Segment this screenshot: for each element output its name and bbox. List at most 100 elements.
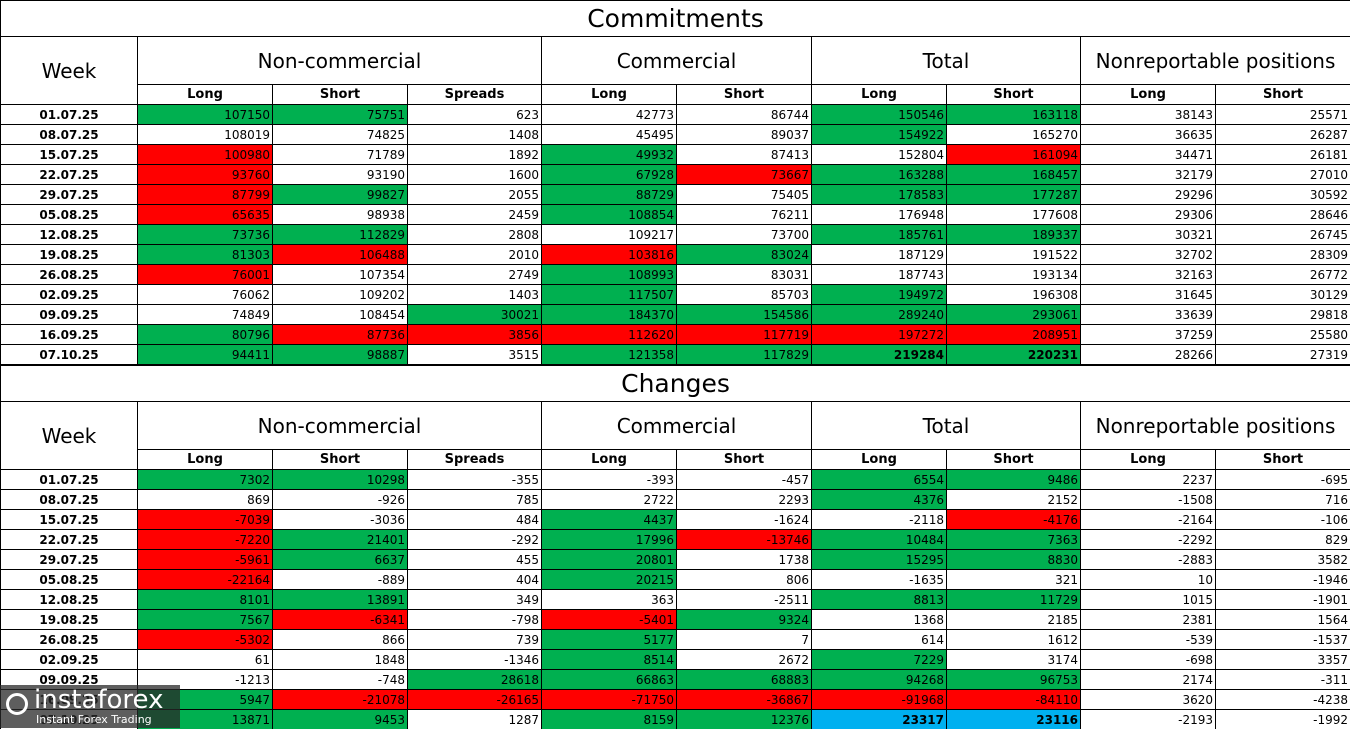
week-cell: 08.07.25: [0, 124, 138, 145]
value-cell: 8830: [946, 549, 1081, 570]
data-row: 15.07.25 100980 71789 1892 49932 87413 152804 1…: [0, 144, 1350, 165]
value-cell: 197272: [811, 324, 947, 345]
week-cell: 01.07.25: [0, 469, 138, 490]
value-cell: 83031: [676, 264, 812, 285]
data-row: 19.08.25 7567 -6341 -798 -5401 9324 1368 2185 23…: [0, 609, 1350, 630]
value-cell: 94268: [811, 669, 947, 690]
value-cell: 2381: [1080, 609, 1216, 630]
data-row: 19.08.25 81303 106488 2010 103816 83024 187129…: [0, 244, 1350, 265]
column-header: Spreads: [407, 449, 542, 470]
column-header: Long: [541, 84, 677, 105]
week-cell: 01.07.25: [0, 104, 138, 125]
column-header: Short: [1215, 449, 1350, 470]
value-cell: 194972: [811, 284, 947, 305]
value-cell: 87799: [137, 184, 273, 205]
value-cell: 37259: [1080, 324, 1216, 345]
value-cell: -457: [676, 469, 812, 490]
week-cell: 19.08.25: [0, 244, 138, 265]
value-cell: -311: [1215, 669, 1350, 690]
value-cell: 25580: [1214, 324, 1350, 345]
value-cell: 26181: [1214, 144, 1350, 165]
value-cell: 66863: [541, 669, 677, 690]
value-cell: 21401: [272, 529, 408, 550]
value-cell: 154922: [811, 124, 947, 145]
value-cell: 27319: [1214, 344, 1350, 365]
title-row: Commitments: [0, 0, 1350, 37]
value-cell: 75751: [272, 104, 408, 125]
value-cell: 12376: [676, 709, 812, 729]
data-row: 02.09.25 61 1848 -1346 8514 2672 7229 3174 -698 3…: [0, 649, 1350, 670]
value-cell: 17996: [541, 529, 677, 550]
value-cell: 5177: [541, 629, 677, 650]
data-row: 02.09.25 76062 109202 1403 117507 85703 194972…: [0, 284, 1350, 305]
value-cell: 87413: [676, 144, 812, 165]
value-cell: 9453: [272, 709, 408, 729]
value-cell: -5302: [137, 629, 273, 650]
value-cell: 184370: [541, 304, 677, 325]
week-cell: 22.07.25: [0, 529, 138, 550]
value-cell: 1892: [407, 144, 542, 165]
value-cell: 27010: [1214, 164, 1350, 185]
table-body: Changes Week Non-commercial Commercial Total…: [0, 365, 1350, 729]
value-cell: 191522: [946, 244, 1081, 265]
data-row: 22.07.25 93760 93190 1600 67928 73667 163288 16…: [0, 164, 1350, 185]
data-row: 12.08.25 8101 13891 349 363 -2511 8813 11729 101…: [0, 589, 1350, 610]
column-header: Long: [541, 449, 677, 470]
week-cell: 09.09.25: [0, 304, 138, 325]
value-cell: 293061: [946, 304, 1081, 325]
value-cell: 8813: [811, 589, 947, 610]
value-cell: 349: [407, 589, 542, 610]
value-cell: 3515: [407, 344, 542, 365]
data-row: 12.08.25 73736 112829 2808 109217 73700 185761…: [0, 224, 1350, 245]
value-cell: 80796: [137, 324, 273, 345]
value-cell: 73736: [137, 224, 273, 245]
week-cell: 05.08.25: [0, 569, 138, 590]
value-cell: 98938: [272, 204, 408, 225]
value-cell: 2672: [676, 649, 812, 670]
value-cell: -2292: [1080, 529, 1216, 550]
value-cell: 178583: [811, 184, 947, 205]
value-cell: 75405: [676, 184, 812, 205]
value-cell: 163118: [946, 104, 1081, 125]
value-cell: 76001: [137, 264, 273, 285]
value-cell: 20215: [541, 569, 677, 590]
group-header: Non-commercial: [137, 36, 542, 85]
value-cell: 73700: [676, 224, 812, 245]
value-cell: 7: [676, 629, 812, 650]
value-cell: 28266: [1080, 344, 1216, 365]
value-cell: -2164: [1080, 509, 1216, 530]
value-cell: 2185: [946, 609, 1081, 630]
value-cell: 3856: [407, 324, 542, 345]
value-cell: 193134: [946, 264, 1081, 285]
value-cell: 117507: [541, 284, 677, 305]
value-cell: 6554: [811, 469, 947, 490]
week-cell: 07.10.25: [0, 344, 138, 365]
value-cell: 73667: [676, 164, 812, 185]
watermark-brand: instaforex: [34, 685, 164, 715]
value-cell: 2749: [407, 264, 542, 285]
data-row: 07.10.25 94411 98887 3515 121358 117829 219284…: [0, 344, 1350, 365]
value-cell: 117719: [676, 324, 812, 345]
value-cell: 42773: [541, 104, 677, 125]
value-cell: -2118: [811, 509, 947, 530]
week-cell: 22.07.25: [0, 164, 138, 185]
column-header: Long: [137, 449, 273, 470]
value-cell: 99827: [272, 184, 408, 205]
column-header: Spreads: [407, 84, 542, 105]
value-cell: 785: [407, 489, 542, 510]
group-header: Nonreportable positions: [1079, 36, 1350, 85]
value-cell: 1408: [407, 124, 542, 145]
value-cell: 165270: [946, 124, 1081, 145]
value-cell: 29818: [1214, 304, 1350, 325]
value-cell: 23317: [811, 709, 947, 729]
column-header: Short: [676, 449, 812, 470]
value-cell: 32179: [1080, 164, 1216, 185]
value-cell: -6341: [272, 609, 408, 630]
value-cell: 26772: [1214, 264, 1350, 285]
column-header: Long: [137, 84, 273, 105]
value-cell: -1213: [137, 669, 273, 690]
week-cell: 16.09.25: [0, 324, 138, 345]
data-table: Commitments Week Non-commercial Commercial T…: [0, 0, 1350, 365]
week-header: Week: [0, 401, 138, 470]
